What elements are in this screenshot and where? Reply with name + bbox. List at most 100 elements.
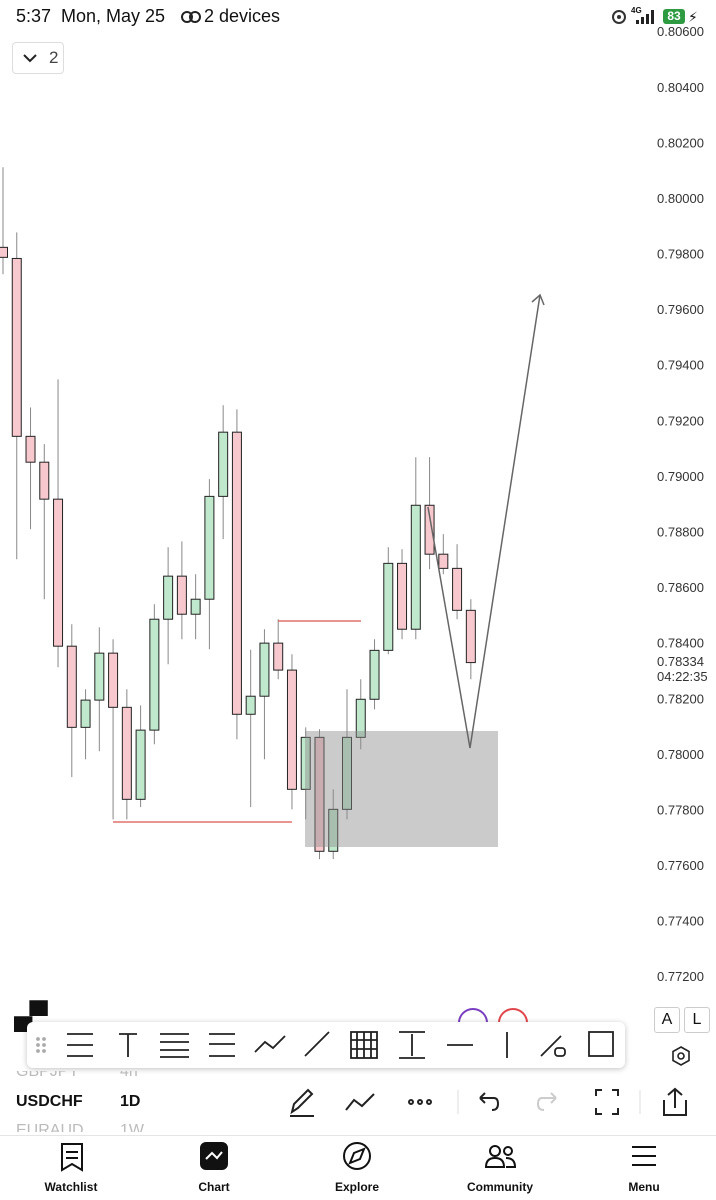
drawings <box>113 293 545 847</box>
nav-label[interactable]: Watchlist <box>44 1180 98 1194</box>
chevron-down <box>23 54 37 63</box>
draw-button[interactable] <box>290 1088 314 1117</box>
log-scale-button[interactable]: L <box>684 1007 710 1033</box>
menu-icon[interactable] <box>632 1146 656 1166</box>
redo-button[interactable] <box>536 1092 557 1111</box>
fullscreen-button[interactable] <box>595 1089 619 1115</box>
zone-rectangle[interactable] <box>305 731 498 847</box>
candle-body <box>424 504 435 555</box>
watchlist-interval[interactable]: 1W <box>120 1122 144 1139</box>
candle-body <box>342 736 352 810</box>
watchlist-interval[interactable]: 4h <box>120 1063 138 1080</box>
status-time: 5:37 <box>16 6 52 26</box>
charging-icon: ⚡ <box>688 9 698 25</box>
battery-level: 83 <box>663 9 685 24</box>
nav-label[interactable]: Explore <box>334 1180 379 1194</box>
candle-body <box>163 575 174 620</box>
y-tick-label: 0.78600 <box>657 580 704 595</box>
candle-body <box>0 246 8 258</box>
nav-label[interactable]: Menu <box>628 1180 660 1194</box>
candle-body <box>259 642 270 697</box>
grid-tool[interactable] <box>350 1031 378 1059</box>
trendline-tool[interactable] <box>304 1031 330 1057</box>
candle-body <box>149 618 160 731</box>
path-arrow[interactable] <box>427 294 541 749</box>
hotspot-icon <box>612 10 626 24</box>
undo-button[interactable] <box>479 1092 500 1111</box>
drag-handle[interactable] <box>36 1037 46 1053</box>
y-tick-label: 0.80000 <box>657 191 704 206</box>
explore-needle <box>348 1147 366 1165</box>
y-tick-label: 0.79200 <box>657 413 704 428</box>
fib-tool[interactable] <box>67 1033 93 1057</box>
candle-body <box>438 553 449 569</box>
candle-body <box>286 669 297 790</box>
layout-selector[interactable]: 2 <box>12 42 64 74</box>
watchlist-symbol[interactable]: GBPJPY <box>16 1063 80 1080</box>
y-tick-label: 0.77800 <box>657 802 704 817</box>
chart: 0.80600 0.80400 0.80200 0.80000 0.79800 0.796… <box>0 24 708 984</box>
community-icon[interactable] <box>484 1145 517 1168</box>
settings-icon[interactable] <box>670 1045 692 1067</box>
status-devices: 2 devices <box>204 6 281 26</box>
channel-tool[interactable] <box>160 1033 189 1058</box>
y-tick-label: 0.80600 <box>657 24 704 39</box>
y-tick-label: 0.78400 <box>657 636 704 651</box>
watchlist-symbol[interactable]: USDCHF <box>16 1093 83 1110</box>
candle-body <box>218 431 229 497</box>
share-button[interactable] <box>663 1087 687 1116</box>
y-tick-label: 0.77400 <box>657 914 704 929</box>
chart-icon-line <box>205 1151 223 1160</box>
more-button[interactable] <box>408 1099 432 1105</box>
candle-body <box>94 652 105 701</box>
fib-ext-tool[interactable] <box>209 1033 235 1057</box>
candle-body <box>273 642 284 671</box>
y-tick-label: 0.78000 <box>657 747 704 762</box>
measure-tool[interactable] <box>399 1031 425 1059</box>
indicators-button[interactable] <box>345 1093 375 1111</box>
bottom-nav <box>0 1135 716 1200</box>
nav-label[interactable]: Community <box>467 1180 533 1194</box>
watchlist-symbol[interactable]: EURAUD <box>16 1122 84 1139</box>
y-tick-label: 0.80200 <box>657 135 704 150</box>
candle-body <box>204 495 215 600</box>
status-date: Mon, May 25 <box>61 6 166 26</box>
y-tick-label: 0.80400 <box>657 80 704 95</box>
candle-body <box>383 562 394 651</box>
candle-body <box>66 645 77 728</box>
candle-body <box>80 699 91 728</box>
auto-scale-button[interactable]: A <box>654 1007 680 1033</box>
candle-body <box>25 435 36 463</box>
candle-body <box>39 461 50 500</box>
watchlist-icon[interactable] <box>61 1143 83 1172</box>
candle-body <box>369 649 380 700</box>
candle-body <box>410 504 421 630</box>
layout-count: 2 <box>49 48 59 67</box>
watchlist-interval[interactable]: 1D <box>120 1093 141 1110</box>
explore-icon[interactable] <box>343 1142 371 1170</box>
candle-body <box>121 706 132 800</box>
y-tick-label: 0.77600 <box>657 858 704 873</box>
candle-body <box>245 695 256 715</box>
y-tick-label: 0.79800 <box>657 247 704 262</box>
link-icon <box>181 11 201 23</box>
y-tick-label: 0.79400 <box>657 358 704 373</box>
candle-body <box>328 808 339 852</box>
drawing-toolbar <box>27 1022 625 1068</box>
candles <box>0 167 476 860</box>
candle-body <box>465 609 476 664</box>
nav-label[interactable]: Chart <box>198 1180 230 1194</box>
candle-body <box>300 736 311 790</box>
candle-body <box>11 257 22 437</box>
price-axis: 0.80600 0.80400 0.80200 0.80000 0.79800 0.796… <box>648 24 708 984</box>
last-price-label: 0.78334 <box>657 654 704 669</box>
rectangle-tool[interactable] <box>588 1031 614 1057</box>
candle-body <box>135 729 146 800</box>
ray-tool[interactable] <box>540 1035 566 1057</box>
nav-icons <box>61 1142 656 1172</box>
path-tool[interactable] <box>254 1035 286 1053</box>
drawing-tools <box>36 1031 614 1059</box>
text-tool[interactable] <box>119 1033 137 1057</box>
